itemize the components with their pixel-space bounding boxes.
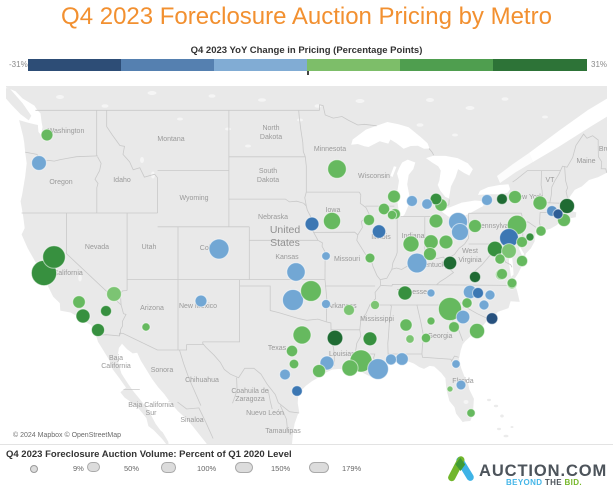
svg-text:Louisiana: Louisiana bbox=[329, 351, 359, 358]
svg-text:Chihuahua: Chihuahua bbox=[185, 377, 219, 384]
svg-text:Bruns: Bruns bbox=[599, 146, 607, 153]
svg-text:Iowa: Iowa bbox=[326, 207, 341, 214]
svg-text:California: California bbox=[101, 363, 131, 370]
svg-text:Mississippi: Mississippi bbox=[360, 316, 394, 323]
svg-text:Montana: Montana bbox=[157, 136, 184, 143]
svg-text:Missouri: Missouri bbox=[334, 256, 361, 263]
svg-text:Tennessee: Tennessee bbox=[397, 289, 431, 296]
svg-text:South: South bbox=[259, 168, 277, 175]
svg-text:Utah: Utah bbox=[142, 244, 157, 251]
svg-text:Minnesota: Minnesota bbox=[314, 146, 346, 153]
svg-text:Sinaloa: Sinaloa bbox=[180, 417, 203, 424]
svg-text:Dakota: Dakota bbox=[257, 177, 279, 184]
svg-text:Tamaulipas: Tamaulipas bbox=[265, 428, 301, 435]
svg-text:Idaho: Idaho bbox=[113, 177, 131, 184]
svg-text:BEYOND THE BID.: BEYOND THE BID. bbox=[506, 478, 582, 487]
svg-text:New York: New York bbox=[513, 194, 543, 201]
svg-text:Arizona: Arizona bbox=[140, 305, 164, 312]
svg-text:Maine: Maine bbox=[576, 158, 595, 165]
svg-text:Zaragoza: Zaragoza bbox=[235, 396, 265, 403]
svg-text:Texas: Texas bbox=[268, 345, 287, 352]
svg-text:Dakota: Dakota bbox=[260, 134, 282, 141]
svg-text:California: California bbox=[53, 270, 83, 277]
svg-text:Kentucky: Kentucky bbox=[420, 262, 449, 269]
svg-text:Coahuila de: Coahuila de bbox=[231, 388, 268, 395]
svg-text:Arkansas: Arkansas bbox=[327, 303, 357, 310]
svg-text:Oregon: Oregon bbox=[49, 179, 72, 186]
svg-text:Washington: Washington bbox=[48, 128, 85, 135]
svg-text:West: West bbox=[462, 248, 478, 255]
svg-text:AUCTION.COM: AUCTION.COM bbox=[479, 462, 607, 480]
svg-text:© 2024 Mapbox © OpenStreetMap: © 2024 Mapbox © OpenStreetMap bbox=[13, 431, 121, 439]
svg-text:Sonora: Sonora bbox=[151, 367, 174, 374]
svg-text:Wyoming: Wyoming bbox=[179, 195, 208, 202]
svg-text:States: States bbox=[270, 237, 300, 249]
svg-text:Georgia: Georgia bbox=[428, 333, 453, 340]
svg-text:VT: VT bbox=[546, 177, 556, 184]
svg-text:North: North bbox=[262, 125, 279, 132]
svg-text:United: United bbox=[270, 224, 301, 236]
svg-text:Wisconsin: Wisconsin bbox=[358, 173, 390, 180]
svg-text:Nuevo León: Nuevo León bbox=[246, 410, 284, 417]
svg-text:Kansas: Kansas bbox=[275, 254, 299, 261]
svg-text:Pennsylvania: Pennsylvania bbox=[476, 223, 518, 230]
svg-text:Baja California: Baja California bbox=[128, 402, 174, 409]
svg-text:Baja: Baja bbox=[109, 355, 123, 362]
svg-text:Nebraska: Nebraska bbox=[258, 214, 288, 221]
svg-text:Nevada: Nevada bbox=[85, 244, 109, 251]
svg-text:Sur: Sur bbox=[146, 410, 158, 417]
svg-text:Virginia: Virginia bbox=[458, 257, 481, 264]
